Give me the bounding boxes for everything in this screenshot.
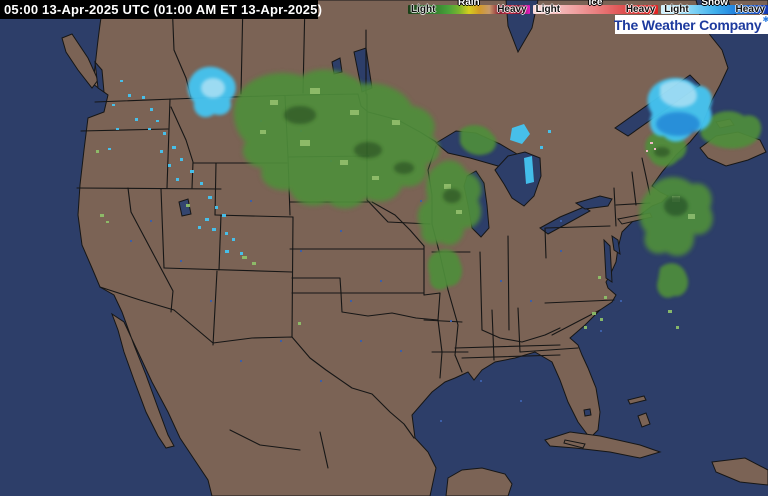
snow-deep-cores	[656, 112, 700, 136]
timestamp-bar: 05:00 13-Apr-2025 UTC (01:00 AM ET 13-Ap…	[0, 0, 322, 19]
bahamas	[627, 395, 647, 405]
puget-sound	[94, 60, 105, 93]
snow-bright-cores	[201, 78, 697, 108]
rain-radar-layer	[96, 69, 762, 329]
rain-light-label: Light	[411, 4, 436, 15]
ice-heavy-label: Heavy	[625, 4, 656, 15]
lake-manitoba	[331, 57, 343, 75]
lake-okeechobee	[583, 408, 592, 417]
snow-echo-lake-huron	[510, 124, 551, 184]
rain-heavy-label: Heavy	[497, 4, 527, 15]
rain-legend-title: Rain	[457, 0, 480, 8]
ice-light-label: Light	[535, 4, 561, 15]
ice-legend-bar: Light Heavy	[532, 4, 659, 15]
twc-logo-text: The Weather Company	[613, 16, 762, 33]
delaware-bay	[611, 234, 621, 256]
cuba	[544, 431, 662, 459]
lake-ontario	[574, 195, 613, 210]
rain-legend-bar: Light Heavy	[408, 4, 530, 15]
great-salt-lake	[178, 198, 192, 217]
snow-heavy-label: Heavy	[735, 4, 765, 15]
rain-echo-northern-plains	[233, 69, 440, 209]
vancouver-island	[61, 33, 99, 89]
timestamp-text: 05:00 13-Apr-2025 UTC (01:00 AM ET 13-Ap…	[4, 2, 323, 17]
andros-island	[637, 412, 651, 428]
rain-echo-nova-scotia	[700, 111, 762, 149]
snow-radar-layer	[108, 66, 713, 255]
rain-legend: Rain Light Heavy	[408, 0, 530, 16]
snow-legend-bar: Light Heavy	[661, 4, 768, 15]
snow-legend-title: Snow	[701, 0, 728, 8]
chesapeake-bay	[603, 238, 613, 283]
precip-legend: Rain Light Heavy Ice Light Heavy Snow Li…	[408, 0, 768, 16]
rain-echo-offshore-newengland	[639, 177, 713, 256]
twc-asterisk-icon: ✱	[762, 15, 768, 24]
rain-echo-offshore-tail	[657, 263, 689, 298]
rain-heavy-cores	[284, 106, 688, 216]
hispaniola	[711, 457, 768, 486]
florida-keys	[563, 439, 586, 449]
ice-legend-title: Ice	[588, 0, 603, 8]
snow-scatter-west	[108, 80, 243, 255]
rain-echo-upper-michigan	[460, 125, 497, 156]
ice-radar-layer	[646, 142, 656, 152]
ice-legend: Ice Light Heavy	[532, 0, 659, 16]
rain-echo-iowa-missouri	[428, 249, 463, 290]
state-borders-layer	[76, 0, 651, 469]
snow-legend: Snow Light Heavy	[661, 0, 768, 16]
snow-light-label: Light	[664, 4, 689, 15]
yucatan	[445, 467, 513, 496]
twc-logo: The Weather Company ✱	[613, 15, 768, 34]
